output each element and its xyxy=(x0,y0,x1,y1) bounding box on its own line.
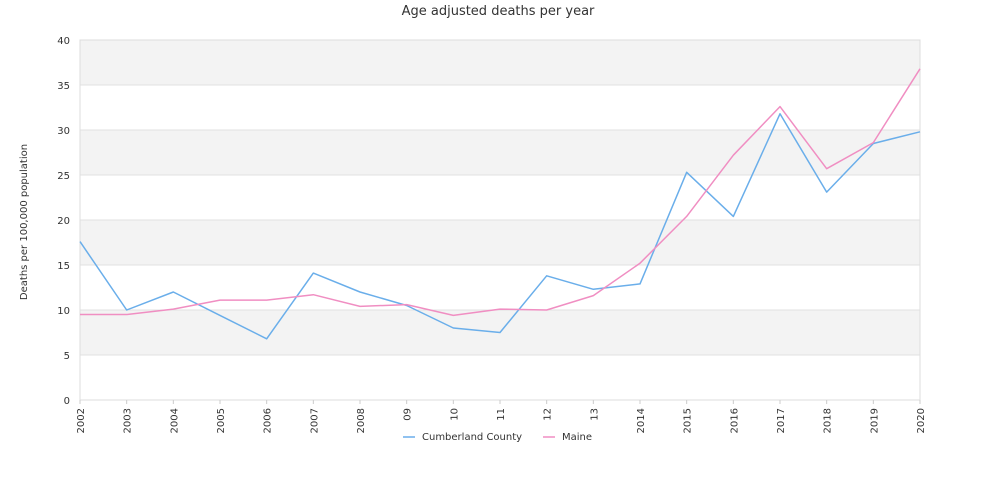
grid-band xyxy=(80,85,920,130)
y-tick-label: 25 xyxy=(57,171,70,182)
x-tick-label: 2019 xyxy=(869,408,880,433)
x-tick-label: 13 xyxy=(589,408,600,421)
x-tick-label: 2020 xyxy=(916,408,927,433)
grid-band xyxy=(80,220,920,265)
x-tick-label: 2016 xyxy=(729,408,740,433)
x-tick-label: 12 xyxy=(543,408,554,421)
x-tick-label: 2018 xyxy=(823,408,834,433)
x-tick-label: 2015 xyxy=(683,408,694,433)
grid-band xyxy=(80,355,920,400)
x-axis: 2002 2003 2004 2005 2006 2007 2008 09 10 11 12 13 20… xyxy=(76,400,927,433)
x-tick-label: 10 xyxy=(449,408,460,421)
y-tick-label: 30 xyxy=(57,126,70,137)
grid-band xyxy=(80,40,920,85)
x-tick-label: 2014 xyxy=(636,408,647,433)
y-tick-label: 0 xyxy=(64,396,70,407)
legend-label: Cumberland County xyxy=(422,432,522,443)
x-tick-label: 09 xyxy=(403,408,414,421)
y-tick-label: 5 xyxy=(64,351,70,362)
grid-band xyxy=(80,265,920,310)
grid-bands xyxy=(80,40,920,400)
x-tick-label: 11 xyxy=(496,408,507,421)
grid-band xyxy=(80,130,920,175)
y-tick-label: 15 xyxy=(57,261,70,272)
x-tick-label: 2006 xyxy=(263,408,274,433)
x-tick-label: 2008 xyxy=(356,408,367,433)
y-tick-label: 35 xyxy=(57,81,70,92)
y-tick-label: 20 xyxy=(57,216,70,227)
grid-band xyxy=(80,175,920,220)
x-tick-label: 2007 xyxy=(309,408,320,433)
series-line-maine xyxy=(80,68,921,317)
series-line-cumberland-county xyxy=(79,113,921,340)
x-tick-label: 2005 xyxy=(216,408,227,433)
y-axis: 0 5 10 15 20 25 30 35 40 xyxy=(57,36,70,407)
chart-title: Age adjusted deaths per year xyxy=(402,4,595,19)
legend: Cumberland County Maine xyxy=(403,432,592,443)
legend-label: Maine xyxy=(562,432,592,443)
series-lines xyxy=(79,68,921,340)
x-tick-label: 2002 xyxy=(76,408,87,433)
y-axis-label: Deaths per 100,000 population xyxy=(19,144,30,300)
x-tick-label: 2004 xyxy=(169,408,180,433)
x-tick-label: 2017 xyxy=(776,408,787,433)
y-tick-label: 10 xyxy=(57,306,70,317)
x-tick-label: 2003 xyxy=(123,408,134,433)
y-tick-label: 40 xyxy=(57,36,70,47)
